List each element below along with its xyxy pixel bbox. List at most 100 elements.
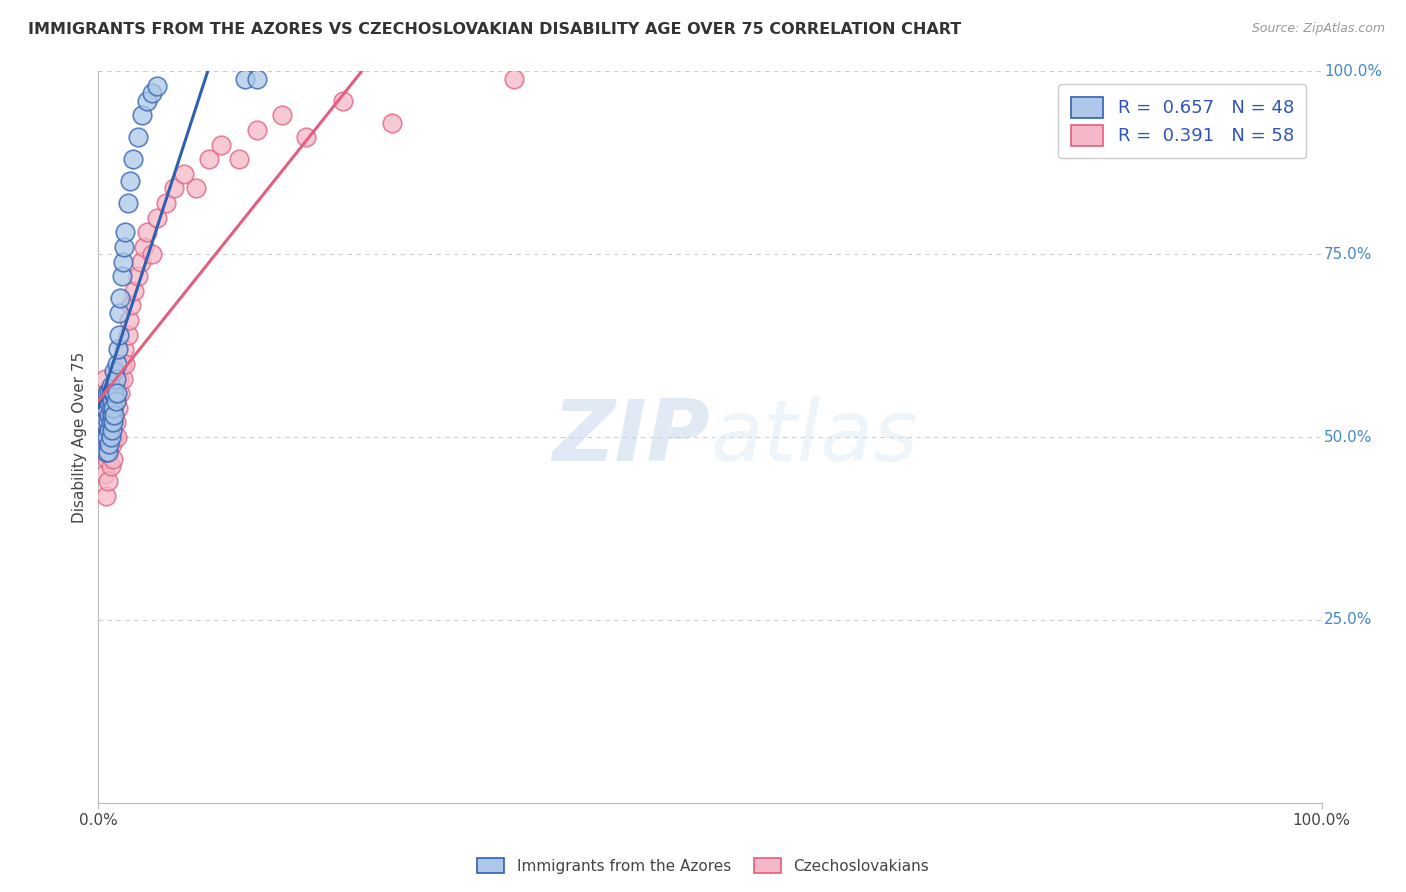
Point	[100, 459, 122, 474]
Point	[101, 408, 124, 422]
Point	[146, 211, 169, 225]
Point	[332, 94, 354, 108]
Point	[97, 401, 120, 415]
Point	[114, 357, 136, 371]
Point	[503, 71, 526, 86]
Point	[209, 137, 232, 152]
Point	[136, 94, 159, 108]
Point	[155, 196, 177, 211]
Point	[246, 71, 269, 86]
Point	[94, 401, 117, 415]
Point	[127, 130, 149, 145]
Point	[146, 78, 169, 93]
Point	[112, 343, 135, 357]
Point	[111, 357, 134, 371]
Text: Source: ZipAtlas.com: Source: ZipAtlas.com	[1251, 22, 1385, 36]
Point	[131, 108, 153, 122]
Point	[163, 181, 186, 195]
Point	[103, 393, 125, 408]
Point	[107, 343, 129, 357]
Point	[121, 152, 143, 166]
Text: 25.0%: 25.0%	[1324, 613, 1372, 627]
Point	[100, 379, 122, 393]
Point	[104, 371, 127, 385]
Point	[96, 452, 118, 467]
Legend: R =  0.657   N = 48, R =  0.391   N = 58: R = 0.657 N = 48, R = 0.391 N = 58	[1059, 84, 1306, 158]
Text: 100.0%: 100.0%	[1324, 64, 1382, 78]
Point	[98, 423, 121, 437]
Point	[96, 416, 118, 430]
Point	[108, 306, 131, 320]
Point	[91, 416, 114, 430]
Point	[295, 130, 318, 145]
Point	[97, 416, 120, 430]
Point	[127, 269, 149, 284]
Text: 50.0%: 50.0%	[1324, 430, 1372, 444]
Point	[97, 444, 120, 458]
Point	[173, 167, 195, 181]
Point	[233, 71, 256, 86]
Point	[98, 386, 121, 401]
Text: atlas: atlas	[710, 395, 918, 479]
Point	[100, 430, 122, 444]
Point	[94, 489, 117, 503]
Point	[101, 416, 124, 430]
Point	[112, 240, 135, 254]
Point	[122, 284, 145, 298]
Point	[96, 386, 118, 401]
Text: IMMIGRANTS FROM THE AZORES VS CZECHOSLOVAKIAN DISABILITY AGE OVER 75 CORRELATION: IMMIGRANTS FROM THE AZORES VS CZECHOSLOV…	[28, 22, 962, 37]
Point	[101, 452, 124, 467]
Point	[93, 467, 115, 481]
Point	[117, 327, 139, 342]
Point	[104, 393, 127, 408]
Point	[228, 152, 250, 166]
Point	[105, 357, 128, 371]
Point	[94, 444, 117, 458]
Point	[110, 291, 132, 305]
Point	[97, 430, 120, 444]
Point	[118, 313, 141, 327]
Point	[103, 408, 125, 422]
Point	[93, 430, 115, 444]
Point	[101, 437, 124, 451]
Point	[105, 386, 128, 401]
Point	[98, 416, 121, 430]
Point	[97, 393, 120, 408]
Point	[110, 386, 132, 401]
Point	[94, 437, 117, 451]
Point	[98, 408, 121, 422]
Point	[141, 247, 163, 261]
Point	[136, 225, 159, 239]
Point	[381, 115, 404, 129]
Point	[103, 430, 125, 444]
Point	[108, 327, 131, 342]
Point	[100, 416, 122, 430]
Point	[246, 123, 269, 137]
Point	[96, 386, 118, 401]
Point	[93, 371, 115, 385]
Point	[197, 152, 219, 166]
Point	[114, 225, 136, 239]
Text: 75.0%: 75.0%	[1324, 247, 1372, 261]
Point	[132, 240, 155, 254]
Point	[111, 371, 134, 385]
Point	[101, 423, 124, 437]
Point	[93, 416, 115, 430]
Legend: Immigrants from the Azores, Czechoslovakians: Immigrants from the Azores, Czechoslovak…	[471, 852, 935, 880]
Point	[111, 254, 134, 268]
Point	[100, 401, 122, 415]
Point	[100, 430, 122, 444]
Point	[129, 254, 152, 268]
Point	[104, 416, 127, 430]
Text: ZIP: ZIP	[553, 395, 710, 479]
Point	[120, 298, 142, 312]
Point	[105, 386, 128, 401]
Point	[97, 474, 120, 488]
Point	[101, 393, 124, 408]
Point	[91, 393, 114, 408]
Point	[141, 87, 163, 101]
Point	[98, 437, 121, 451]
Point	[98, 386, 121, 401]
Point	[96, 430, 118, 444]
Point	[101, 386, 124, 401]
